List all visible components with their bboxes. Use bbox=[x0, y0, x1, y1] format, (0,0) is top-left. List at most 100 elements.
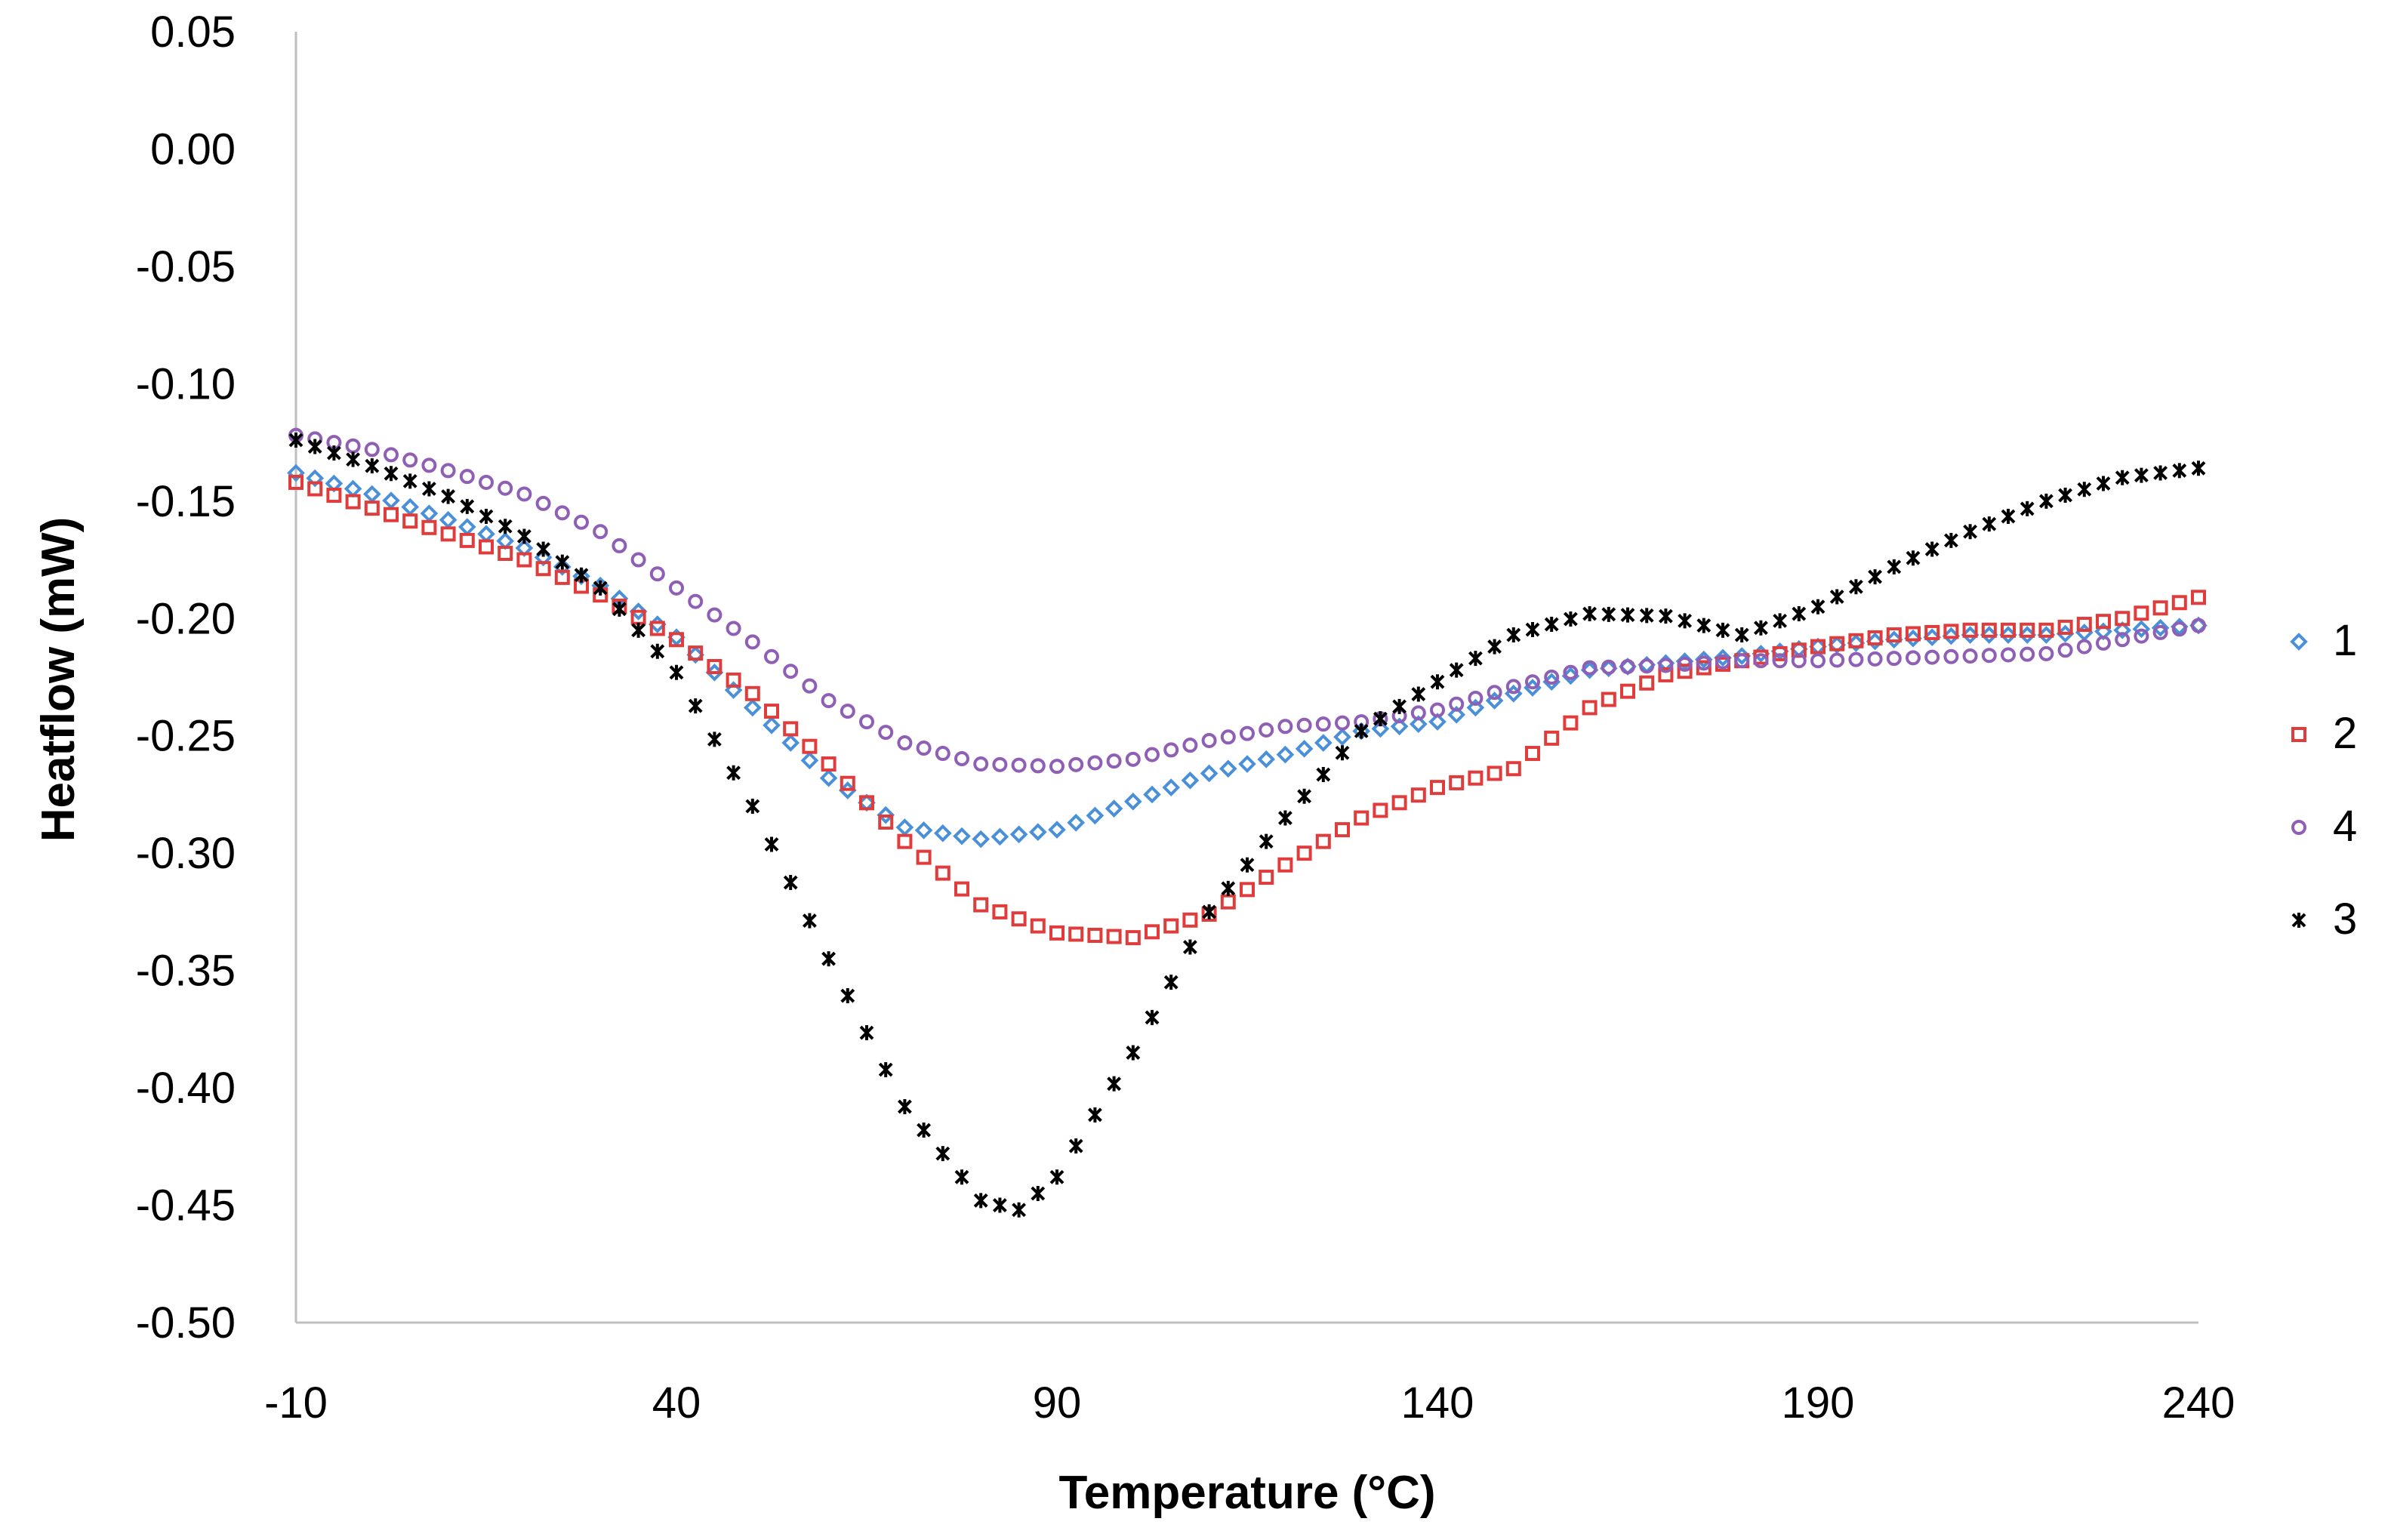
data-point bbox=[840, 775, 855, 791]
y-tick-label: -0.10 bbox=[136, 359, 236, 408]
data-point bbox=[536, 541, 551, 557]
data-point bbox=[1696, 655, 1712, 671]
data-point bbox=[650, 643, 665, 659]
data-point bbox=[840, 988, 855, 1004]
data-point bbox=[1201, 732, 1217, 748]
data-point bbox=[1601, 691, 1616, 707]
data-point bbox=[2096, 635, 2111, 651]
data-point bbox=[1335, 715, 1350, 731]
data-point bbox=[1107, 1076, 1122, 1092]
x-tick-label: 140 bbox=[1401, 1378, 1474, 1428]
data-point bbox=[1468, 651, 1483, 667]
data-point bbox=[2132, 620, 2151, 639]
data-point bbox=[1048, 821, 1066, 839]
data-point bbox=[1277, 857, 1293, 873]
data-point bbox=[2171, 621, 2187, 637]
data-point bbox=[1678, 613, 1693, 629]
x-tick-labels: -10 40 90 140 190 240 bbox=[264, 1378, 2235, 1428]
data-point bbox=[1181, 771, 1200, 790]
data-point bbox=[1009, 825, 1028, 844]
y-tick-label: -0.45 bbox=[136, 1181, 236, 1230]
data-point bbox=[1544, 670, 1560, 685]
data-point bbox=[1792, 606, 1807, 622]
data-point bbox=[1487, 685, 1502, 701]
data-point bbox=[744, 634, 760, 650]
data-point bbox=[1563, 664, 1579, 680]
data-point bbox=[2020, 622, 2035, 638]
legend-label: 1 bbox=[2333, 616, 2357, 665]
data-point bbox=[1126, 1045, 1141, 1061]
data-point bbox=[688, 698, 703, 714]
data-point bbox=[402, 513, 418, 529]
data-point bbox=[1639, 658, 1655, 674]
legend-marker-shape bbox=[2290, 633, 2308, 651]
x-tick-label: 240 bbox=[2162, 1378, 2235, 1428]
data-point bbox=[840, 704, 855, 719]
data-point bbox=[2038, 622, 2054, 638]
data-point bbox=[1563, 715, 1579, 731]
data-point bbox=[1200, 764, 1219, 783]
data-point bbox=[1867, 630, 1883, 645]
data-point bbox=[441, 488, 456, 504]
data-point bbox=[1238, 755, 1256, 773]
data-point bbox=[1620, 683, 1635, 699]
data-point bbox=[878, 814, 894, 830]
data-point bbox=[572, 567, 590, 586]
data-point bbox=[593, 524, 609, 540]
data-point bbox=[1582, 700, 1598, 716]
data-point bbox=[1430, 674, 1445, 690]
data-point bbox=[1791, 653, 1807, 669]
data-point bbox=[2115, 611, 2131, 627]
data-point bbox=[1354, 723, 1369, 739]
data-point bbox=[1696, 660, 1712, 676]
legend-marker-3 bbox=[2291, 913, 2306, 928]
data-point bbox=[2076, 639, 2092, 654]
data-point bbox=[992, 904, 1008, 919]
data-point bbox=[440, 463, 456, 479]
data-point bbox=[821, 951, 837, 967]
data-point bbox=[1943, 624, 1959, 639]
data-point bbox=[1030, 758, 1046, 774]
data-point bbox=[535, 561, 551, 577]
data-point bbox=[1031, 1186, 1046, 1201]
data-point bbox=[859, 714, 874, 730]
data-point bbox=[821, 756, 837, 772]
data-point bbox=[1106, 929, 1122, 944]
legend-label: 2 bbox=[2333, 709, 2357, 758]
data-point bbox=[726, 621, 741, 636]
data-point bbox=[555, 554, 570, 570]
data-point bbox=[382, 491, 400, 510]
data-point bbox=[1392, 698, 1407, 714]
legend-marker-shape bbox=[2291, 820, 2306, 835]
data-point bbox=[2057, 619, 2073, 635]
data-point bbox=[2171, 595, 2187, 611]
data-point bbox=[2152, 600, 2168, 616]
y-axis-title: Heatflow (mW) bbox=[32, 517, 85, 842]
data-point bbox=[307, 439, 322, 454]
data-point bbox=[1163, 742, 1179, 758]
y-tick-label: -0.35 bbox=[136, 947, 236, 996]
data-point bbox=[1221, 880, 1236, 896]
data-point bbox=[1257, 750, 1276, 768]
data-point bbox=[498, 545, 513, 561]
data-point bbox=[669, 632, 684, 648]
data-point bbox=[1601, 659, 1616, 675]
data-point bbox=[458, 518, 476, 536]
data-point bbox=[1049, 1169, 1065, 1185]
data-point bbox=[1335, 822, 1350, 838]
data-point bbox=[1829, 589, 1844, 605]
data-point bbox=[1428, 713, 1447, 731]
data-point bbox=[1677, 656, 1693, 672]
data-point bbox=[1620, 659, 1635, 675]
data-point bbox=[344, 479, 362, 498]
data-point bbox=[1505, 679, 1521, 695]
y-tick-label: 0.00 bbox=[150, 125, 236, 174]
data-point bbox=[954, 751, 969, 767]
data-point bbox=[783, 664, 799, 679]
data-point bbox=[877, 805, 895, 824]
data-point bbox=[1220, 729, 1236, 745]
data-point bbox=[1030, 918, 1046, 934]
data-point bbox=[459, 532, 475, 548]
data-point bbox=[2153, 465, 2168, 481]
data-point bbox=[2001, 509, 2016, 525]
